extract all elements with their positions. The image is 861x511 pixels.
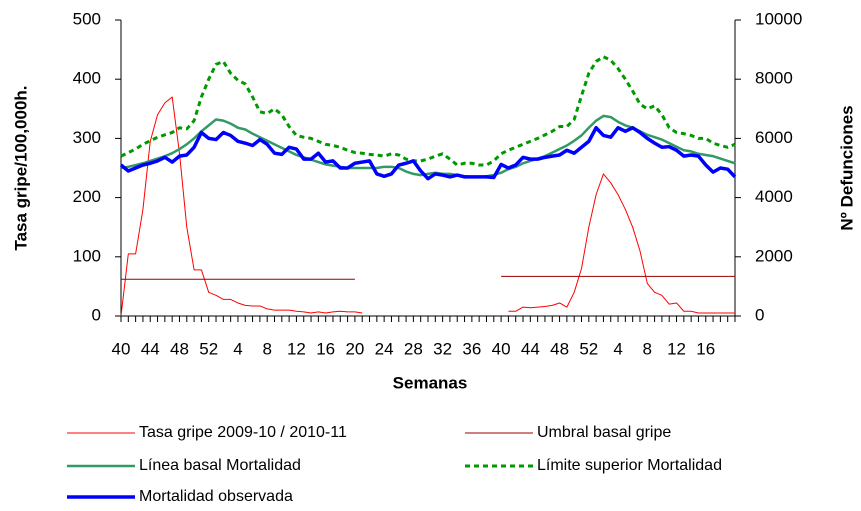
y2-tick-label: 2000 (755, 246, 793, 265)
x-tick-label: 32 (433, 339, 452, 358)
y2-tick-label: 8000 (755, 69, 793, 88)
x-tick-label: 12 (667, 339, 686, 358)
x-tick-label: 44 (141, 339, 160, 358)
x-tick-label: 4 (233, 339, 242, 358)
legend-label: Tasa gripe 2009-10 / 2010-11 (139, 424, 347, 441)
x-tick-label: 28 (404, 339, 423, 358)
x-tick-label: 16 (696, 339, 715, 358)
y2-axis-title: Nº Defunciones (837, 105, 856, 230)
x-tick-label: 36 (462, 339, 481, 358)
x-tick-label: 44 (521, 339, 540, 358)
y-tick-label: 400 (73, 69, 101, 88)
y2-tick-label: 10000 (755, 9, 802, 28)
x-tick-label: 16 (316, 339, 335, 358)
legend-label: Mortalidad observada (139, 488, 293, 505)
y2-tick-label: 0 (755, 305, 764, 324)
x-tick-label: 24 (375, 339, 394, 358)
y-tick-label: 200 (73, 187, 101, 206)
y-axis-title: Tasa gripe/100,000h. (11, 85, 30, 250)
x-tick-label: 52 (579, 339, 598, 358)
series-line (119, 125, 737, 181)
y2-tick-label: 4000 (755, 187, 793, 206)
x-tick-label: 40 (492, 339, 511, 358)
x-axis-title: Semanas (393, 373, 468, 392)
legend-label: Umbral basal gripe (537, 424, 671, 441)
y2-tick-label: 6000 (755, 128, 793, 147)
series-line (120, 55, 736, 167)
legend-label: Línea basal Mortalidad (139, 457, 301, 474)
series-line (120, 114, 736, 179)
y-tick-label: 0 (92, 305, 101, 324)
x-tick-label: 12 (287, 339, 306, 358)
x-tick-label: 48 (550, 339, 569, 358)
y-tick-label: 500 (73, 9, 101, 28)
x-tick-label: 8 (643, 339, 652, 358)
series-line (120, 96, 735, 317)
x-tick-label: 52 (199, 339, 218, 358)
x-tick-label: 48 (170, 339, 189, 358)
x-tick-label: 4 (613, 339, 622, 358)
x-tick-label: 8 (262, 339, 271, 358)
series-line (121, 275, 735, 280)
x-tick-label: 20 (345, 339, 364, 358)
y-tick-label: 100 (73, 246, 101, 265)
x-tick-label: 40 (112, 339, 131, 358)
legend-label: Límite superior Mortalidad (537, 457, 722, 474)
y-tick-label: 300 (73, 128, 101, 147)
